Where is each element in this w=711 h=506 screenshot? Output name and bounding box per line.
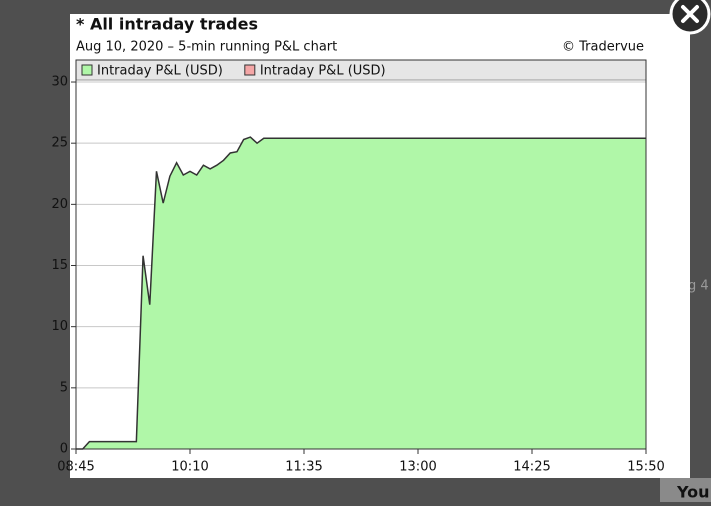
legend-label: Intraday P&L (USD) bbox=[260, 64, 386, 79]
credit: © Tradervue bbox=[562, 40, 644, 55]
x-tick-label: 15:50 bbox=[627, 460, 664, 475]
y-tick-label: 30 bbox=[51, 75, 68, 90]
background-text: g 4 bbox=[688, 279, 709, 294]
close-icon[interactable] bbox=[681, 5, 699, 23]
y-tick-label: 0 bbox=[60, 442, 68, 457]
line bbox=[76, 136, 646, 450]
x-tick-label: 14:25 bbox=[513, 460, 550, 475]
chart-subtitle: Aug 10, 2020 – 5-min running P&L chart bbox=[76, 40, 337, 55]
y-tick-label: 25 bbox=[51, 136, 68, 151]
close-button[interactable] bbox=[669, 0, 711, 35]
plot: 0 5 10 15 20 25 30 08:45 10:10 11:35 13:00 14:25 15:… bbox=[51, 59, 665, 475]
area bbox=[76, 137, 646, 449]
x-tick-label: 11:35 bbox=[285, 460, 322, 475]
y-tick-label: 15 bbox=[51, 258, 68, 273]
chart-title: * All intraday trades bbox=[76, 15, 258, 34]
y-tick-label: 10 bbox=[51, 319, 68, 334]
background-panel bbox=[660, 478, 711, 502]
x-tick-label: 10:10 bbox=[171, 460, 208, 475]
background-text: You bbox=[676, 483, 710, 502]
plot-border bbox=[75, 59, 647, 450]
y-tick-label: 20 bbox=[51, 197, 68, 212]
y-tick-label: 5 bbox=[60, 380, 68, 395]
x-tick-label: 08:45 bbox=[57, 460, 94, 475]
x-tick-label: 13:00 bbox=[399, 460, 436, 475]
legend-swatch bbox=[81, 64, 93, 76]
legend-swatch bbox=[244, 64, 256, 76]
legend-label: Intraday P&L (USD) bbox=[97, 64, 223, 79]
